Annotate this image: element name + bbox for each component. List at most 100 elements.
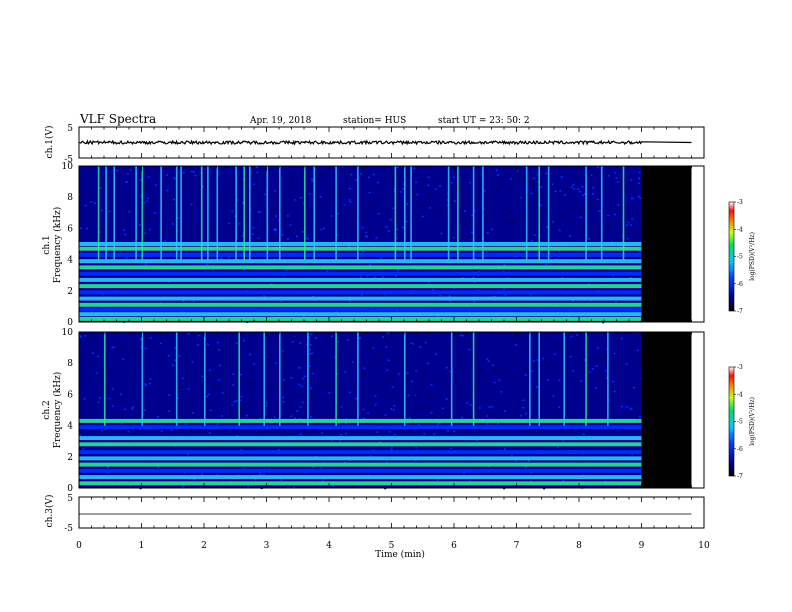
noise-speck (381, 276, 384, 278)
noise-speck (363, 367, 366, 369)
noise-speck (329, 478, 332, 481)
noise-speck (112, 346, 115, 348)
noise-speck (168, 256, 171, 259)
noise-speck (615, 177, 618, 179)
noise-speck (131, 377, 134, 379)
sferic-streak (104, 332, 106, 426)
noise-speck (458, 364, 461, 366)
noise-speck (147, 198, 150, 201)
noise-speck (603, 404, 606, 406)
time-tick-label: 4 (326, 541, 332, 551)
noise-speck (402, 417, 405, 419)
noise-speck (615, 391, 618, 393)
noise-speck (471, 214, 474, 216)
noise-speck (491, 228, 493, 231)
noise-speck (227, 256, 230, 259)
noise-speck (596, 347, 599, 349)
noise-speck (321, 480, 324, 482)
noise-speck (562, 440, 565, 442)
noise-speck (540, 224, 543, 227)
time-tick-label: 5 (389, 541, 395, 551)
noise-speck (612, 380, 615, 383)
noise-speck (591, 368, 594, 370)
noise-speck (295, 235, 298, 238)
noise-speck (283, 472, 286, 474)
noise-speck (530, 472, 533, 474)
noise-speck (179, 344, 182, 346)
noise-speck (310, 333, 312, 336)
noise-speck (516, 332, 519, 334)
noise-speck (240, 395, 243, 398)
noise-speck (504, 219, 507, 222)
noise-speck (530, 240, 533, 242)
sferic-streak (357, 166, 359, 260)
noise-speck (498, 362, 501, 364)
noise-speck (331, 485, 334, 488)
noise-speck (551, 183, 554, 185)
noise-speck (262, 434, 265, 436)
noise-speck (302, 315, 305, 318)
sferic-streak (216, 166, 219, 260)
noise-speck (428, 174, 431, 177)
noise-speck (239, 399, 242, 401)
noise-speck (478, 468, 481, 470)
noise-speck (583, 359, 586, 361)
noise-speck (181, 311, 183, 313)
noise-speck (525, 276, 528, 278)
noise-speck (452, 237, 455, 239)
noise-speck (634, 423, 637, 425)
noise-speck (450, 472, 452, 475)
noise-speck (250, 381, 253, 384)
noise-speck (264, 283, 267, 285)
noise-speck (609, 371, 612, 374)
noise-speck (349, 300, 352, 303)
noise-speck (564, 194, 567, 196)
noise-speck (524, 374, 527, 376)
noise-speck (197, 176, 200, 178)
noise-speck (182, 484, 185, 487)
noise-speck (613, 390, 616, 393)
noise-speck (229, 194, 232, 197)
noise-speck (139, 223, 142, 226)
noise-speck (414, 407, 417, 410)
noise-speck (130, 342, 133, 344)
noise-speck (480, 423, 483, 426)
noise-speck (290, 183, 293, 185)
noise-speck (406, 372, 409, 374)
frequency-band (79, 462, 642, 467)
noise-speck (297, 365, 300, 368)
noise-speck (299, 433, 302, 436)
noise-speck (628, 214, 631, 216)
noise-speck (389, 348, 392, 351)
noise-speck (504, 294, 507, 296)
noise-speck (533, 185, 536, 187)
noise-speck (196, 344, 199, 346)
noise-speck (459, 334, 462, 337)
noise-speck (578, 392, 581, 394)
time-tick-label: 1 (139, 541, 145, 551)
noise-speck (245, 415, 248, 417)
noise-speck (238, 222, 241, 225)
noise-speck (82, 172, 85, 174)
noise-speck (331, 441, 333, 443)
noise-speck (594, 387, 597, 389)
noise-speck (614, 213, 616, 216)
noise-speck (274, 190, 277, 192)
noise-speck (431, 333, 433, 335)
noise-speck (79, 336, 82, 338)
noise-speck (95, 372, 98, 374)
noise-speck (147, 197, 150, 200)
noise-speck (355, 179, 358, 181)
frequency-tick-label: 10 (62, 328, 74, 338)
frequency-band (79, 271, 642, 276)
noise-speck (539, 204, 542, 207)
frequency-band (79, 481, 642, 486)
noise-speck (281, 350, 284, 352)
noise-speck (546, 365, 549, 368)
noise-speck (471, 231, 473, 234)
noise-speck (295, 372, 298, 374)
noise-speck (411, 380, 413, 383)
noise-speck (207, 374, 210, 377)
noise-speck (485, 251, 488, 253)
